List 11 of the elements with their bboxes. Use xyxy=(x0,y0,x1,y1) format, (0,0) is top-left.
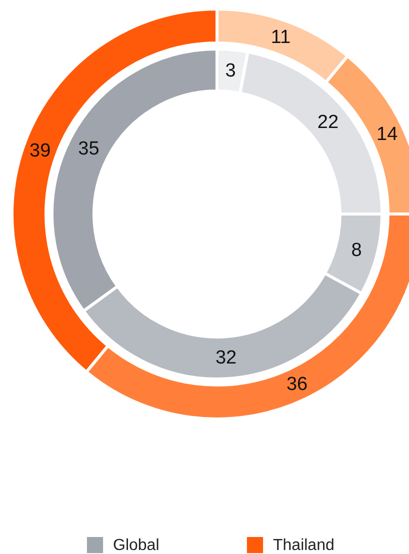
data-label: 32 xyxy=(215,348,237,369)
data-label: 14 xyxy=(376,124,398,145)
data-label: 36 xyxy=(286,374,308,396)
data-label: 11 xyxy=(270,27,291,48)
data-label: 3 xyxy=(225,60,236,82)
data-label: 8 xyxy=(351,240,362,261)
legend-label: Global xyxy=(113,537,160,554)
legend-label: Thailand xyxy=(273,537,334,554)
data-label: 22 xyxy=(317,112,339,134)
data-label: 35 xyxy=(78,138,100,160)
data-label: 39 xyxy=(30,140,51,162)
